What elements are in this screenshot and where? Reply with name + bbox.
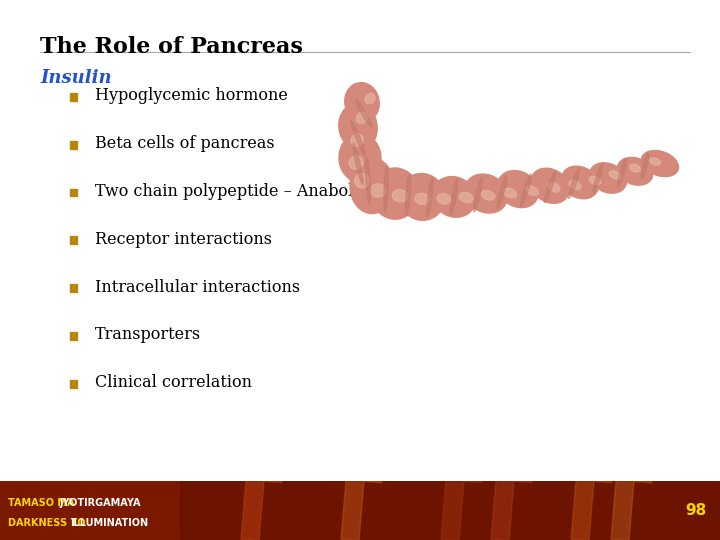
Ellipse shape [481, 191, 495, 200]
Bar [70, 188, 77, 197]
Ellipse shape [339, 133, 381, 183]
Ellipse shape [356, 99, 372, 127]
Ellipse shape [427, 178, 433, 216]
Ellipse shape [618, 159, 626, 186]
Ellipse shape [450, 179, 458, 215]
FancyArrow shape [328, 401, 382, 540]
Bar [70, 237, 77, 244]
FancyArrow shape [558, 401, 612, 540]
Ellipse shape [405, 174, 410, 215]
Ellipse shape [353, 143, 363, 184]
Ellipse shape [459, 193, 473, 202]
FancyArrow shape [428, 401, 482, 540]
Ellipse shape [642, 151, 678, 177]
Text: Transporters: Transporters [95, 326, 201, 343]
Text: Two chain polypeptide – Anabolic in nature: Two chain polypeptide – Anabolic in natu… [95, 183, 447, 200]
Ellipse shape [355, 173, 369, 188]
Bar [70, 93, 77, 100]
Ellipse shape [432, 177, 476, 217]
Text: ILLUMINATION: ILLUMINATION [70, 518, 148, 528]
Ellipse shape [366, 157, 371, 204]
Text: Insulin: Insulin [40, 69, 112, 87]
Ellipse shape [370, 184, 386, 197]
Ellipse shape [569, 168, 580, 199]
Ellipse shape [351, 120, 365, 156]
Ellipse shape [350, 158, 394, 214]
Ellipse shape [649, 158, 660, 165]
Ellipse shape [589, 176, 600, 185]
FancyArrow shape [228, 401, 282, 540]
Ellipse shape [497, 176, 507, 209]
Ellipse shape [349, 156, 363, 170]
Ellipse shape [399, 173, 445, 220]
Ellipse shape [548, 183, 560, 192]
Text: TAMASO MA: TAMASO MA [8, 498, 78, 509]
Ellipse shape [474, 178, 482, 212]
Bar [70, 332, 77, 340]
Text: Hypoglycemic hormone: Hypoglycemic hormone [95, 87, 288, 104]
Ellipse shape [356, 112, 368, 124]
Ellipse shape [526, 186, 539, 195]
Ellipse shape [464, 174, 508, 213]
Ellipse shape [593, 163, 603, 193]
Ellipse shape [503, 188, 516, 198]
Ellipse shape [569, 180, 581, 190]
Text: Clinical correlation: Clinical correlation [95, 374, 252, 391]
Ellipse shape [351, 134, 363, 146]
Text: JYOTIRGAMAYA: JYOTIRGAMAYA [60, 498, 142, 509]
FancyArrow shape [598, 401, 652, 540]
Ellipse shape [609, 171, 621, 179]
Text: Receptor interactions: Receptor interactions [95, 231, 272, 248]
Bar [70, 284, 77, 292]
Text: Beta cells of pancreas: Beta cells of pancreas [95, 135, 274, 152]
Ellipse shape [415, 193, 429, 205]
Ellipse shape [437, 193, 451, 204]
Ellipse shape [629, 164, 641, 172]
Ellipse shape [544, 171, 556, 202]
Text: DARKNESS TO: DARKNESS TO [8, 518, 89, 528]
Ellipse shape [562, 166, 598, 199]
Ellipse shape [617, 158, 652, 185]
Ellipse shape [531, 168, 570, 204]
Text: The Role of Pancreas: The Role of Pancreas [40, 36, 303, 58]
Ellipse shape [345, 83, 379, 122]
Text: 98: 98 [685, 503, 706, 518]
FancyArrow shape [478, 401, 532, 540]
Ellipse shape [521, 174, 531, 207]
Ellipse shape [371, 168, 419, 219]
Bar [180, 481, 720, 540]
Ellipse shape [338, 104, 377, 150]
Ellipse shape [642, 153, 649, 179]
Ellipse shape [498, 171, 539, 208]
Ellipse shape [392, 190, 408, 202]
Ellipse shape [590, 163, 626, 193]
Ellipse shape [365, 93, 375, 104]
Bar [70, 380, 77, 388]
Text: Intracellular interactions: Intracellular interactions [95, 279, 300, 295]
Bar [70, 141, 77, 148]
Ellipse shape [384, 167, 388, 211]
